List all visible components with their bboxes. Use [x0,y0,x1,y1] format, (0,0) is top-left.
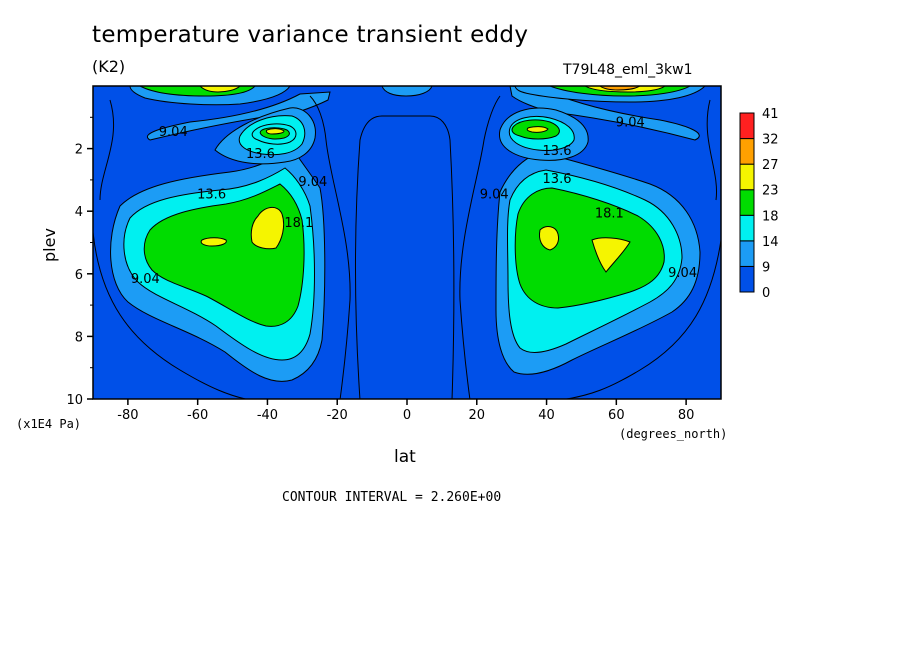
fill-nh-level-23c [526,126,549,133]
colorbar-swatch [739,163,755,191]
fill-sh-level-23c [265,128,285,135]
y-tick-label: 8 [75,330,83,345]
contour-label: 13.6 [246,147,275,162]
fill-nh-top-orange [599,86,641,91]
colorbar-swatch [739,138,755,165]
y-axis-units: (x1E4 Pa) [16,417,82,431]
contour-label: 13.6 [543,172,572,187]
x-axis-units: (degrees_north) [619,427,728,441]
fill-sh-level-23 [250,207,285,250]
fill-nh-level-23 [539,226,559,251]
colorbar: 0 9 14 18 23 27 32 41 [739,107,779,301]
y-tick-label: 6 [75,268,83,283]
contour-label: 18.1 [595,206,624,221]
colorbar-label: 32 [762,133,779,148]
colorbar-swatch [739,240,755,267]
fill-nh-level-23b [591,237,631,273]
contour-label: 9.04 [668,266,697,281]
x-tick-label: 60 [608,408,625,423]
contour-line-eq-left [354,115,455,399]
contour-label: 18.1 [284,216,313,231]
colorbar-swatch [739,112,755,140]
y-tick-label: 4 [75,205,83,220]
x-tick-label: -40 [257,408,278,423]
contour-line-sh-outer [93,231,248,399]
contour-label: 9.04 [480,188,509,203]
contour-labels: 9.04 13.6 9.04 13.6 18.1 9.04 9.04 13.6 13.6 9.04… [131,116,697,288]
contour-label: 13.6 [543,144,572,159]
fill-nh-level-18 [514,187,665,309]
colorbar-label: 23 [762,184,779,199]
x-tick-label: -80 [117,408,138,423]
contour-label: 9.04 [616,116,645,131]
fill-nh-level-9 [509,86,700,141]
colorbar-label: 0 [762,286,770,301]
fill-eq-top [381,86,433,97]
x-tick-label: 0 [403,408,411,423]
x-tick-label: -60 [187,408,208,423]
x-tick-label: 40 [538,408,555,423]
x-tick-label: 80 [678,408,695,423]
colorbar-label: 18 [762,209,779,224]
fill-sh-level-9 [147,91,331,141]
contour-label: 9.04 [159,125,188,140]
contour-line-sh-inner [99,95,351,399]
x-axis: -80 -60 -40 -20 0 20 40 60 80 [117,399,694,423]
y-tick-label: 10 [66,393,83,408]
x-axis-label: lat [394,447,416,467]
colorbar-label: 41 [762,107,779,122]
colorbar-swatch [739,189,755,216]
contour-interval-text: CONTOUR INTERVAL = 2.260E+00 [282,490,502,505]
colorbar-swatch [739,265,755,293]
fill-sh-level-23b [200,237,227,247]
fill-sh-top-yellow [199,86,241,93]
colorbar-label: 14 [762,235,779,250]
units-label: (K2) [92,57,126,76]
y-tick-label: 2 [75,143,83,158]
x-tick-label: -20 [327,408,348,423]
x-tick-label: 20 [469,408,486,423]
contour-line-nh-inner [459,95,718,399]
contour-label: 9.04 [298,175,327,190]
colorbar-swatch [739,214,755,242]
contour-line-nh-outer [563,239,721,399]
y-axis: 2 4 6 8 10 [66,116,93,408]
chart-title: temperature variance transient eddy [92,22,529,48]
colorbar-label: 27 [762,158,779,173]
contour-fills [93,86,721,399]
run-label: T79L48_eml_3kw1 [563,62,693,78]
contour-label: 13.6 [197,188,226,203]
colorbar-label: 9 [762,260,770,275]
contour-label: 9.04 [131,272,160,287]
